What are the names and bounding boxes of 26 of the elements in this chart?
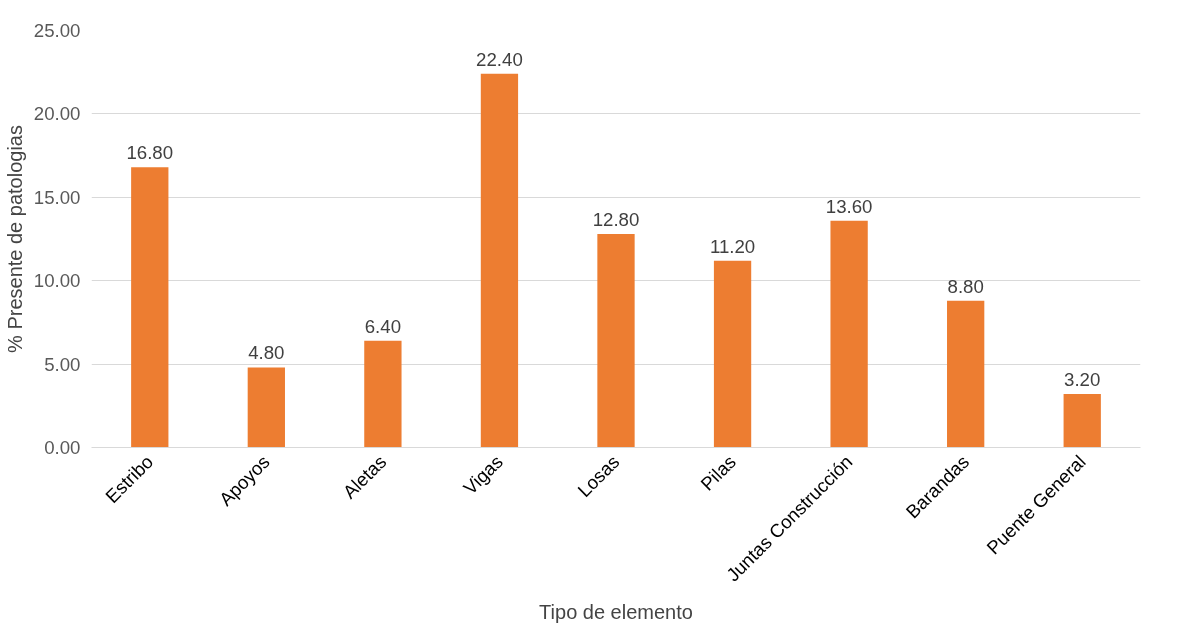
y-axis-title: % Presente de patologias: [3, 125, 26, 353]
y-tick-label: 25.00: [33, 20, 81, 41]
bar: [830, 220, 868, 448]
bar: [713, 260, 752, 448]
data-label: 13.60: [825, 195, 873, 217]
data-label: 4.80: [248, 342, 285, 364]
data-label: 22.40: [476, 48, 523, 70]
bar: [364, 340, 402, 448]
data-label: 3.20: [1064, 369, 1101, 391]
bar: [131, 167, 169, 448]
bar: [480, 73, 519, 448]
y-tick-label: 15.00: [33, 186, 81, 208]
data-label: 16.80: [126, 142, 174, 164]
data-label: 12.80: [592, 209, 640, 230]
bar: [597, 234, 635, 448]
bar: [1063, 394, 1101, 448]
data-label: 8.80: [947, 275, 984, 297]
data-label: 6.40: [364, 315, 402, 337]
y-tick-label: 5.00: [44, 353, 81, 375]
y-tick-label: 0.00: [44, 437, 81, 458]
y-tick-label: 20.00: [33, 103, 81, 125]
bar: [947, 300, 985, 448]
y-tick-label: 10.00: [33, 270, 81, 292]
data-label: 11.20: [709, 235, 756, 257]
bar: [247, 367, 285, 448]
x-axis-title: Tipo de elemento: [539, 600, 693, 623]
